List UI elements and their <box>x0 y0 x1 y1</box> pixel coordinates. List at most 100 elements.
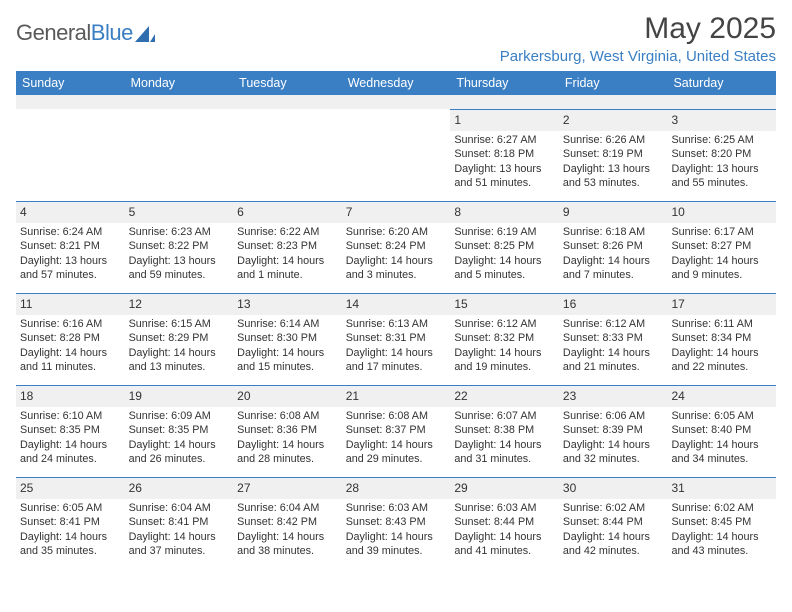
weekday-header-row: SundayMondayTuesdayWednesdayThursdayFrid… <box>16 71 776 95</box>
day-cell: 14Sunrise: 6:13 AMSunset: 8:31 PMDayligh… <box>342 293 451 385</box>
daylight-line: Daylight: 14 hours and 15 minutes. <box>237 346 338 375</box>
day-cell: 17Sunrise: 6:11 AMSunset: 8:34 PMDayligh… <box>667 293 776 385</box>
day-number-band: 18 <box>16 386 125 407</box>
sunset-line: Sunset: 8:30 PM <box>237 331 338 346</box>
week-row: 1Sunrise: 6:27 AMSunset: 8:18 PMDaylight… <box>16 109 776 201</box>
day-cell: 3Sunrise: 6:25 AMSunset: 8:20 PMDaylight… <box>667 109 776 201</box>
sunset-line: Sunset: 8:22 PM <box>129 239 230 254</box>
weekday-header: Wednesday <box>342 71 451 95</box>
daylight-line: Daylight: 14 hours and 38 minutes. <box>237 530 338 559</box>
sunset-line: Sunset: 8:43 PM <box>346 515 447 530</box>
weekday-header: Friday <box>559 71 668 95</box>
daylight-line: Daylight: 14 hours and 28 minutes. <box>237 438 338 467</box>
daylight-line: Daylight: 14 hours and 32 minutes. <box>563 438 664 467</box>
sunset-line: Sunset: 8:40 PM <box>671 423 772 438</box>
day-cell: 6Sunrise: 6:22 AMSunset: 8:23 PMDaylight… <box>233 201 342 293</box>
sunrise-line: Sunrise: 6:10 AM <box>20 409 121 424</box>
day-number-band: 3 <box>667 110 776 131</box>
sunset-line: Sunset: 8:20 PM <box>671 147 772 162</box>
day-number-band: 22 <box>450 386 559 407</box>
daylight-line: Daylight: 14 hours and 24 minutes. <box>20 438 121 467</box>
logo-text: GeneralBlue <box>16 20 133 46</box>
sunrise-line: Sunrise: 6:16 AM <box>20 317 121 332</box>
daylight-line: Daylight: 14 hours and 9 minutes. <box>671 254 772 283</box>
day-cell: 24Sunrise: 6:05 AMSunset: 8:40 PMDayligh… <box>667 385 776 477</box>
day-cell-empty <box>233 109 342 201</box>
calendar-page: GeneralBlue May 2025 Parkersburg, West V… <box>0 0 792 612</box>
daylight-line: Daylight: 14 hours and 34 minutes. <box>671 438 772 467</box>
day-cell: 27Sunrise: 6:04 AMSunset: 8:42 PMDayligh… <box>233 477 342 569</box>
sunset-line: Sunset: 8:45 PM <box>671 515 772 530</box>
weekday-header: Tuesday <box>233 71 342 95</box>
sunset-line: Sunset: 8:32 PM <box>454 331 555 346</box>
daylight-line: Daylight: 13 hours and 55 minutes. <box>671 162 772 191</box>
sunset-line: Sunset: 8:28 PM <box>20 331 121 346</box>
sunrise-line: Sunrise: 6:20 AM <box>346 225 447 240</box>
day-number: 11 <box>20 297 32 311</box>
daylight-line: Daylight: 14 hours and 19 minutes. <box>454 346 555 375</box>
day-number-band: 17 <box>667 294 776 315</box>
day-cell: 7 Sunrise: 6:20 AMSunset: 8:24 PMDaylight… <box>342 201 451 293</box>
day-cell: 19Sunrise: 6:09 AMSunset: 8:35 PMDayligh… <box>125 385 234 477</box>
sunrise-line: Sunrise: 6:04 AM <box>237 501 338 516</box>
day-cell: 2Sunrise: 6:26 AMSunset: 8:19 PMDaylight… <box>559 109 668 201</box>
day-number-band: 28 <box>342 478 451 499</box>
day-cell: 26Sunrise: 6:04 AMSunset: 8:41 PMDayligh… <box>125 477 234 569</box>
weeks-container: 1Sunrise: 6:27 AMSunset: 8:18 PMDaylight… <box>16 109 776 569</box>
daylight-line: Daylight: 14 hours and 37 minutes. <box>129 530 230 559</box>
day-number: 20 <box>237 389 250 403</box>
week-row: 18 Sunrise: 6:10 AM Sunset: 8:35 PM Dayligh… <box>16 385 776 477</box>
day-cell: 18Sunrise: 6:10 AMSunset: 8:35 PMDayligh… <box>16 385 125 477</box>
sunrise-line: Sunrise: 6:06 AM <box>563 409 664 424</box>
daylight-line: Daylight: 14 hours and 22 minutes. <box>671 346 772 375</box>
sunrise-line: Sunrise: 6:22 AM <box>237 225 338 240</box>
day-number: 28 <box>346 481 359 495</box>
logo: GeneralBlue <box>16 12 155 46</box>
day-number: 16 <box>563 297 576 311</box>
sunset-line: Sunset: 8:21 PM <box>20 239 121 254</box>
sunrise-line: Sunrise: 6:12 AM <box>563 317 664 332</box>
daylight-line: Daylight: 14 hours and 31 minutes. <box>454 438 555 467</box>
sunrise-line: Sunrise: 6:12 AM <box>454 317 555 332</box>
day-number: 25 <box>20 481 33 495</box>
sunset-line: Sunset: 8:35 PM <box>129 423 230 438</box>
sunset-line: Sunset: 8:31 PM <box>346 331 447 346</box>
day-number-band: 25 <box>16 478 125 499</box>
day-number: 27 <box>237 481 250 495</box>
day-cell: 31Sunrise: 6:02 AMSunset: 8:45 PMDayligh… <box>667 477 776 569</box>
day-number: 4 <box>20 205 27 219</box>
daylight-line: Daylight: 14 hours and 39 minutes. <box>346 530 447 559</box>
day-cell: 9Sunrise: 6:18 AMSunset: 8:26 PMDaylight… <box>559 201 668 293</box>
week-row: 11 Sunrise: 6:16 AMSunset: 8:28 PM Dayligh… <box>16 293 776 385</box>
day-cell: 15 Sunrise: 6:12 AMSunset: 8:32 PMDayligh… <box>450 293 559 385</box>
day-number: 7 <box>346 205 353 219</box>
sunrise-line: Sunrise: 6:09 AM <box>129 409 230 424</box>
daylight-line: Daylight: 14 hours and 42 minutes. <box>563 530 664 559</box>
week-row: 25Sunrise: 6:05 AMSunset: 8:41 PMDayligh… <box>16 477 776 569</box>
daylight-line: Daylight: 14 hours and 29 minutes. <box>346 438 447 467</box>
sunset-line: Sunset: 8:25 PM <box>454 239 555 254</box>
sunrise-line: Sunrise: 6:08 AM <box>346 409 447 424</box>
day-cell: 30Sunrise: 6:02 AMSunset: 8:44 PMDayligh… <box>559 477 668 569</box>
sunrise-line: Sunrise: 6:08 AM <box>237 409 338 424</box>
weekday-header: Saturday <box>667 71 776 95</box>
sunrise-line: Sunrise: 6:27 AM <box>454 133 555 148</box>
day-number-band: 15 <box>450 294 559 315</box>
sunset-line: Sunset: 8:19 PM <box>563 147 664 162</box>
title-block: May 2025 Parkersburg, West Virginia, Uni… <box>500 12 776 69</box>
day-number: 22 <box>454 389 467 403</box>
sunrise-line: Sunrise: 6:02 AM <box>563 501 664 516</box>
day-cell: 1Sunrise: 6:27 AMSunset: 8:18 PMDaylight… <box>450 109 559 201</box>
day-number: 30 <box>563 481 576 495</box>
logo-word-2: Blue <box>91 20 133 45</box>
day-number: 31 <box>671 481 684 495</box>
day-number: 24 <box>671 389 684 403</box>
sunrise-line: Sunrise: 6:19 AM <box>454 225 555 240</box>
daylight-line: Daylight: 14 hours and 13 minutes. <box>129 346 230 375</box>
calendar-table: SundayMondayTuesdayWednesdayThursdayFrid… <box>16 71 776 569</box>
daylight-line: Daylight: 14 hours and 3 minutes. <box>346 254 447 283</box>
day-number-band: 5 <box>125 202 234 223</box>
day-number-band: 10 <box>667 202 776 223</box>
sunset-line: Sunset: 8:24 PM <box>346 239 447 254</box>
day-number: 21 <box>346 389 359 403</box>
